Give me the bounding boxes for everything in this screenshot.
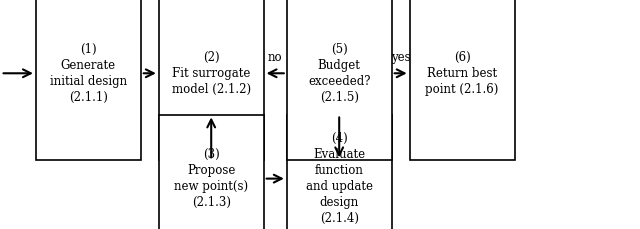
- Text: (2)
Fit surrogate
model (2.1.2): (2) Fit surrogate model (2.1.2): [172, 51, 251, 96]
- Text: (5)
Budget
exceeded?
(2.1.5): (5) Budget exceeded? (2.1.5): [308, 43, 371, 104]
- Bar: [36, 0, 141, 160]
- Text: (6)
Return best
point (2.1.6): (6) Return best point (2.1.6): [426, 51, 499, 96]
- Text: no: no: [268, 51, 282, 64]
- Bar: [287, 0, 392, 160]
- Bar: [159, 114, 264, 229]
- Text: yes: yes: [391, 51, 410, 64]
- Text: (4)
Evaluate
function
and update
design
(2.1.4): (4) Evaluate function and update design …: [306, 132, 372, 225]
- Bar: [410, 0, 515, 160]
- Text: (3)
Propose
new point(s)
(2.1.3): (3) Propose new point(s) (2.1.3): [174, 148, 248, 209]
- Text: (1)
Generate
initial design
(2.1.1): (1) Generate initial design (2.1.1): [50, 43, 127, 104]
- Bar: [287, 114, 392, 229]
- Bar: [159, 0, 264, 160]
